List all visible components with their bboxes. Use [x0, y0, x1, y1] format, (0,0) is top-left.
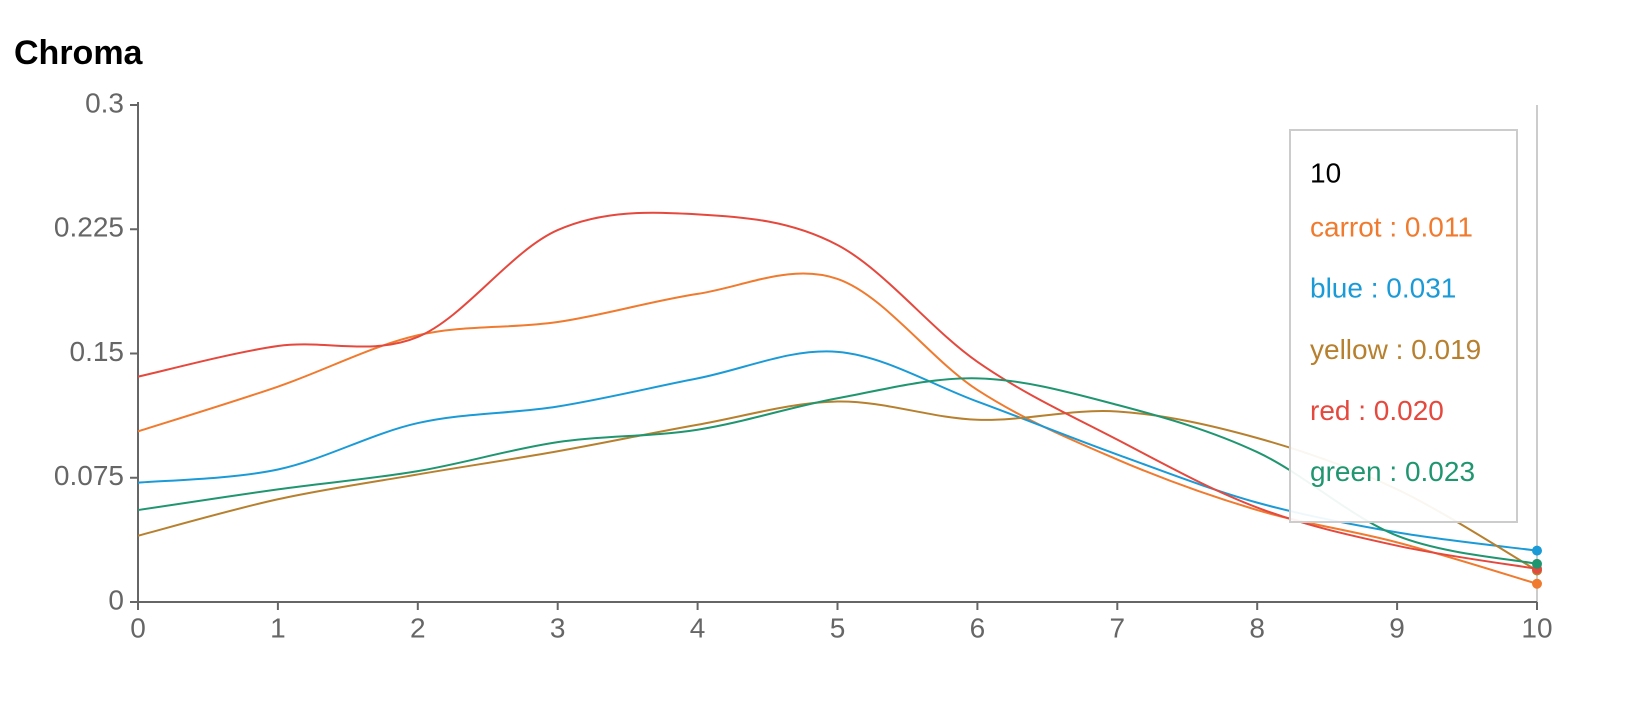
x-tick-label: 3	[550, 612, 566, 643]
x-tick-label: 4	[690, 612, 706, 643]
tooltip-entry: yellow : 0.019	[1310, 334, 1481, 365]
hover-dot	[1532, 558, 1542, 569]
hover-dot	[1532, 545, 1542, 556]
x-tick-label: 9	[1389, 612, 1405, 643]
tooltip-entry: red : 0.020	[1310, 395, 1444, 426]
tooltip: 10 carrot : 0.011 blue : 0.031 yellow : 0.…	[1289, 129, 1518, 523]
tooltip-title: 10	[1310, 157, 1341, 188]
x-tick-label: 2	[410, 612, 426, 643]
y-tick-label: 0	[108, 584, 124, 615]
x-tick-label: 10	[1521, 612, 1552, 643]
x-tick-label: 5	[830, 612, 846, 643]
y-tick-label: 0.15	[70, 336, 125, 367]
x-tick-label: 1	[270, 612, 286, 643]
x-tick-label: 0	[130, 612, 146, 643]
y-tick-label: 0.075	[54, 460, 124, 491]
y-tick-label: 0.225	[54, 212, 124, 243]
tooltip-box	[1289, 129, 1518, 523]
x-tick-label: 6	[970, 612, 986, 643]
tooltip-entry: green : 0.023	[1310, 456, 1475, 487]
x-tick-label: 7	[1110, 612, 1126, 643]
chart-title: Chroma	[14, 34, 144, 72]
tooltip-entry: blue : 0.031	[1310, 273, 1456, 304]
y-tick-label: 0.3	[85, 87, 124, 118]
tooltip-entry: carrot : 0.011	[1310, 211, 1473, 242]
hover-dot	[1532, 578, 1542, 589]
x-tick-label: 8	[1249, 612, 1265, 643]
